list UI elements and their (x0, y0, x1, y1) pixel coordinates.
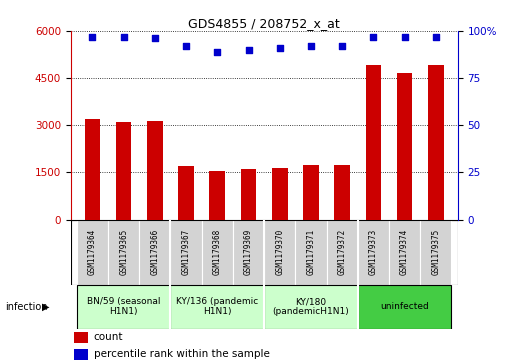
Bar (264, 285, 358, 329)
Text: GSM1179364: GSM1179364 (88, 229, 97, 276)
Text: count: count (94, 333, 123, 342)
Bar (202, 220, 233, 285)
Text: KY/180
(pandemicH1N1): KY/180 (pandemicH1N1) (272, 297, 349, 317)
Bar (210, 171, 225, 220)
Text: BN/59 (seasonal
H1N1): BN/59 (seasonal H1N1) (87, 297, 161, 317)
Bar (389, 220, 420, 285)
Bar (241, 169, 256, 220)
Text: GSM1179368: GSM1179368 (213, 229, 222, 276)
Title: GDS4855 / 208752_x_at: GDS4855 / 208752_x_at (188, 17, 340, 30)
Point (182, 43, 190, 49)
Bar (420, 220, 451, 285)
Bar (77, 220, 108, 285)
Bar (116, 122, 131, 220)
Point (244, 47, 253, 53)
Point (88, 34, 97, 40)
Bar (303, 164, 319, 220)
Bar (74, 332, 88, 343)
Bar (326, 220, 358, 285)
Text: GSM1179365: GSM1179365 (119, 229, 128, 276)
Bar (170, 285, 264, 329)
Point (276, 45, 284, 51)
Text: infection: infection (5, 302, 48, 312)
Bar (233, 220, 264, 285)
Bar (147, 121, 163, 220)
Bar (397, 73, 412, 220)
Text: GSM1179369: GSM1179369 (244, 229, 253, 276)
Bar (272, 168, 288, 220)
Text: GSM1179366: GSM1179366 (151, 229, 160, 276)
Bar (85, 119, 100, 220)
Bar (170, 220, 202, 285)
Text: GSM1179367: GSM1179367 (181, 229, 190, 276)
Bar (428, 65, 444, 220)
Point (151, 36, 159, 41)
Point (369, 34, 378, 40)
Text: ▶: ▶ (42, 302, 50, 312)
Bar (264, 220, 295, 285)
Text: GSM1179370: GSM1179370 (275, 229, 284, 276)
Bar (178, 166, 194, 220)
Text: GSM1179373: GSM1179373 (369, 229, 378, 276)
Bar (74, 348, 88, 359)
Bar (139, 220, 170, 285)
Point (338, 43, 346, 49)
Bar (295, 220, 326, 285)
Bar (358, 285, 451, 329)
Point (119, 34, 128, 40)
Text: percentile rank within the sample: percentile rank within the sample (94, 349, 270, 359)
Text: uninfected: uninfected (380, 302, 429, 311)
Point (307, 43, 315, 49)
Text: GSM1179374: GSM1179374 (400, 229, 409, 276)
Bar (358, 220, 389, 285)
Bar (334, 164, 350, 220)
Point (401, 34, 409, 40)
Text: GSM1179372: GSM1179372 (338, 229, 347, 276)
Bar (77, 285, 170, 329)
Text: GSM1179371: GSM1179371 (306, 229, 315, 276)
Text: GSM1179375: GSM1179375 (431, 229, 440, 276)
Point (431, 34, 440, 40)
Text: KY/136 (pandemic
H1N1): KY/136 (pandemic H1N1) (176, 297, 258, 317)
Bar (108, 220, 139, 285)
Point (213, 49, 221, 54)
Bar (366, 65, 381, 220)
